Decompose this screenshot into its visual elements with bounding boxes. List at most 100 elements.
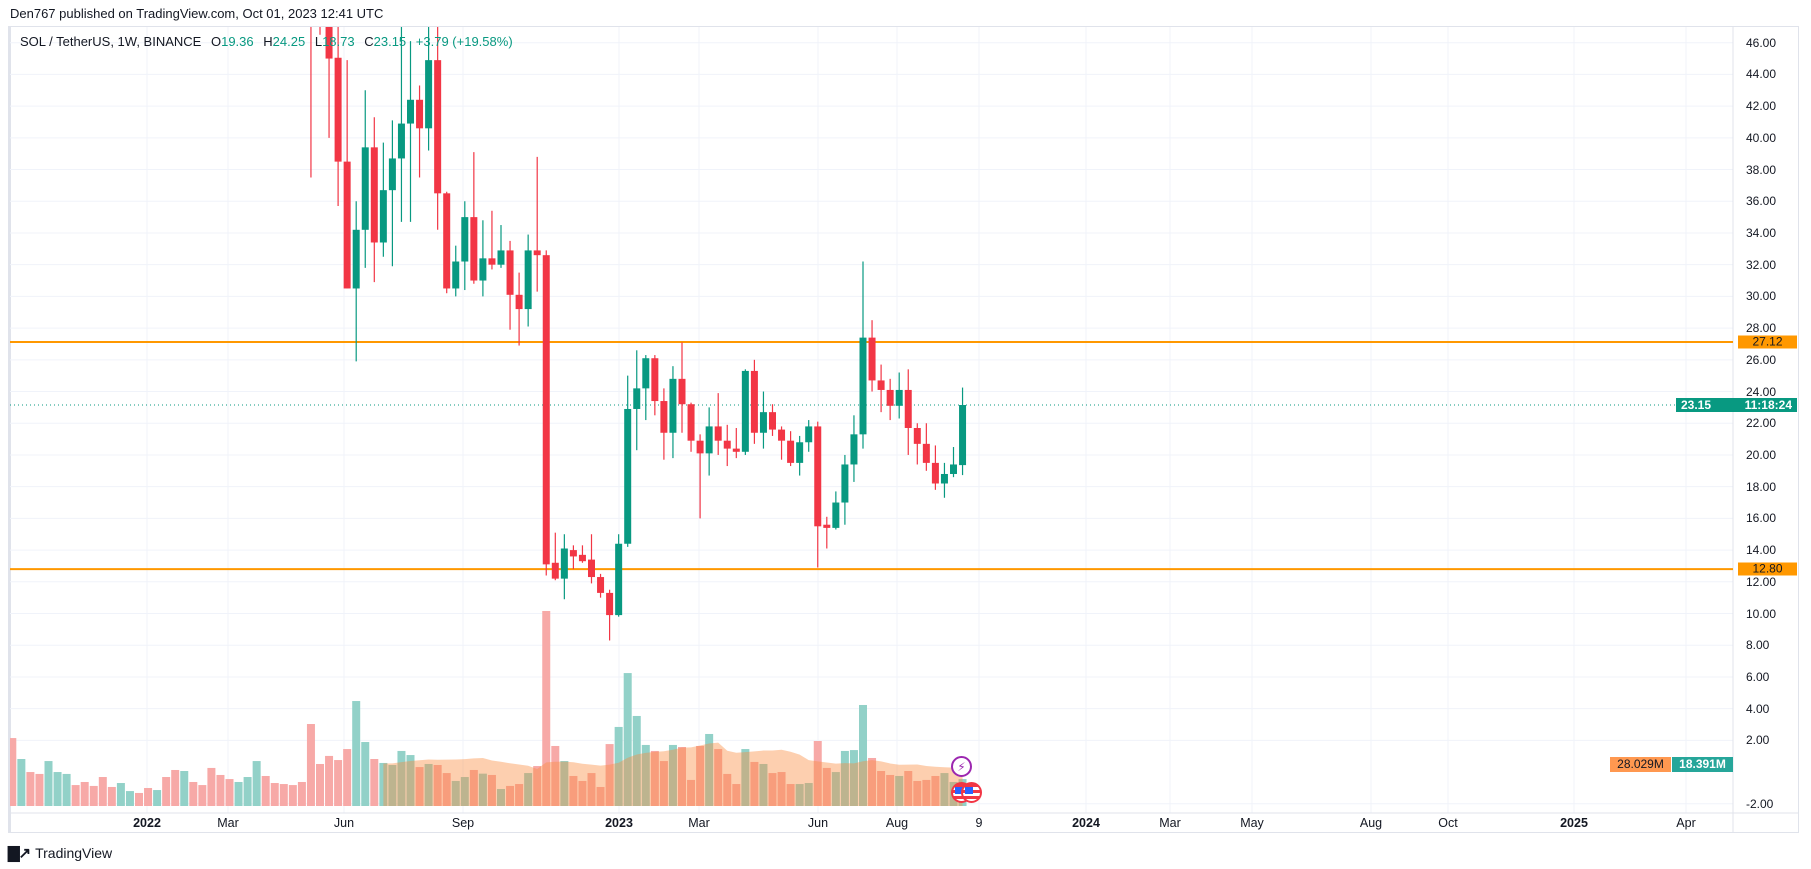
candle <box>452 245 460 297</box>
volume-bar <box>116 783 125 806</box>
x-tick-label: 9 <box>975 816 983 830</box>
candle <box>310 27 312 178</box>
open-value: 19.36 <box>221 34 254 49</box>
volume-bar <box>35 773 44 806</box>
candle-body <box>497 250 505 265</box>
volume-bar <box>216 774 225 806</box>
candle <box>361 90 369 268</box>
volume-bar <box>795 784 804 806</box>
volume-bar <box>379 762 388 806</box>
volume-bar <box>551 745 560 806</box>
candle-body <box>470 217 478 281</box>
x-tick-label: Mar <box>688 816 710 830</box>
volume-bar <box>542 610 551 806</box>
candle-body <box>317 0 324 11</box>
candle-body <box>479 258 487 281</box>
candle-body <box>660 401 668 433</box>
y-tick-label: 26.00 <box>1746 352 1777 367</box>
volume-bar <box>904 771 913 806</box>
y-tick-label: 2.00 <box>1746 733 1770 748</box>
volume-bar <box>89 785 98 806</box>
volume-bar <box>343 749 352 806</box>
candle <box>750 359 758 444</box>
volume-bar <box>325 755 334 806</box>
volume-bar <box>361 742 370 806</box>
volume-bar <box>596 786 605 806</box>
candle-body <box>913 428 921 444</box>
volume-bar <box>80 781 89 806</box>
y-tick-label: 36.00 <box>1746 194 1777 209</box>
candle-body <box>352 229 360 289</box>
y-tick-label: 16.00 <box>1746 511 1777 526</box>
candle <box>317 0 324 35</box>
candle-body <box>642 358 650 389</box>
candle-body <box>524 250 532 310</box>
volume-bar <box>886 774 895 806</box>
candle-body <box>624 408 632 544</box>
close-value: 23.15 <box>373 34 407 49</box>
volume-bar <box>560 761 569 806</box>
symbol-legend[interactable]: SOL / TetherUS, 1W, BINANCE O19.36 H24.2… <box>20 34 513 49</box>
volume-bar <box>723 773 732 806</box>
candle-body <box>379 190 387 243</box>
volume-bar <box>849 750 858 806</box>
volume-bar <box>469 769 478 806</box>
candle <box>470 152 478 284</box>
tradingview-footer[interactable]: ▇↗ TradingView <box>8 844 112 862</box>
candle <box>461 201 469 291</box>
volume-bar <box>270 783 279 806</box>
y-tick-label: -2.00 <box>1746 796 1774 811</box>
candle-body <box>714 426 722 441</box>
volume-bar <box>659 761 668 806</box>
candles <box>310 0 967 641</box>
candle-body <box>850 434 858 465</box>
candle <box>506 240 514 330</box>
candle <box>334 27 342 207</box>
volume-bar <box>678 747 686 806</box>
candle-body <box>560 548 568 579</box>
candle-body <box>931 462 939 484</box>
candle <box>488 210 496 270</box>
y-tick-label: 20.00 <box>1746 447 1777 462</box>
candle <box>597 573 605 598</box>
candle <box>615 534 623 617</box>
candle-body <box>452 261 460 289</box>
candle <box>787 431 795 467</box>
change-value: +3.79 (+19.58%) <box>415 34 513 49</box>
volume-bar <box>931 775 940 806</box>
candle <box>922 423 930 471</box>
volume-bar <box>859 704 867 806</box>
volume-bar <box>705 733 714 806</box>
volume-bar <box>424 763 433 806</box>
volume-bar <box>515 784 524 806</box>
candle <box>497 225 505 268</box>
volume-bar <box>415 767 424 806</box>
y-tick-label: 14.00 <box>1746 543 1777 558</box>
volume-bar <box>207 767 216 806</box>
volume-bar <box>687 779 696 806</box>
candle-body <box>696 440 704 454</box>
candle <box>895 372 903 419</box>
y-tick-label: 22.00 <box>1746 416 1777 431</box>
candle-body <box>705 426 713 454</box>
y-tick-label: 18.00 <box>1746 479 1777 494</box>
candle-body <box>669 378 677 433</box>
lightning-event-icon[interactable]: ⚡︎ <box>951 756 972 777</box>
volume-bar <box>877 771 886 806</box>
y-tick-label: 28.00 <box>1746 321 1777 336</box>
y-tick-label: 4.00 <box>1746 701 1770 716</box>
candle-body <box>578 554 586 562</box>
candle <box>352 201 360 362</box>
volume-bar <box>460 777 469 806</box>
us-flag-event-icon[interactable] <box>961 782 982 803</box>
x-tick-label: Jun <box>807 816 829 830</box>
candle-body <box>533 250 541 256</box>
y-tick-label: 8.00 <box>1746 638 1770 653</box>
volume-bar <box>868 757 877 806</box>
volume-bar <box>189 781 198 806</box>
grid <box>10 27 1733 813</box>
candle-body <box>805 426 813 443</box>
x-tick-label: 2023 <box>605 816 633 830</box>
volume-bar <box>487 774 496 806</box>
